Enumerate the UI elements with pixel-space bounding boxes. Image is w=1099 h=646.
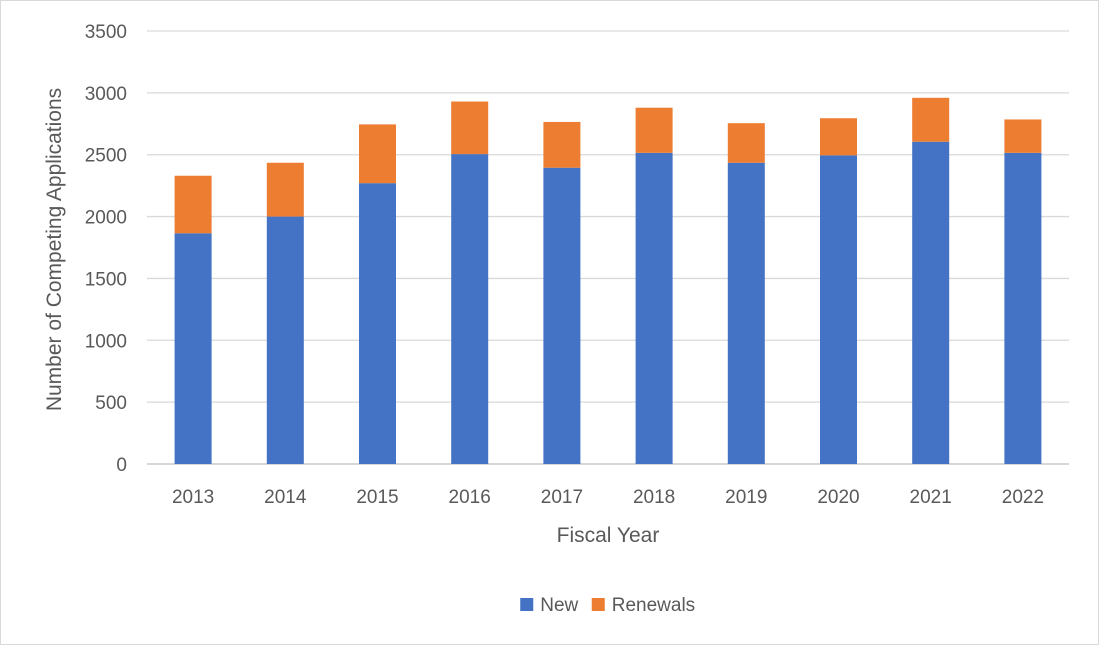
y-axis-title: Number of Competing Applications: [43, 88, 66, 411]
x-tick-label: 2022: [1002, 487, 1044, 508]
bar-renewals-2014: [266, 162, 304, 217]
bar-renewals-2019: [727, 123, 765, 163]
bar-renewals-2016: [451, 101, 489, 155]
bar-renewals-2013: [174, 175, 212, 234]
bar-new-2021: [912, 141, 950, 464]
bar-renewals-2017: [543, 121, 581, 168]
bar-new-2022: [1004, 152, 1042, 464]
y-tick-label: 3500: [85, 22, 127, 43]
y-tick-label: 3000: [85, 84, 127, 105]
x-axis-ticks: 2013 2014 2015 2016 2017 2018 2019 2020 2021 2022: [172, 487, 1044, 508]
bar-renewals-2022: [1004, 119, 1042, 153]
y-tick-label: 2000: [85, 208, 127, 229]
y-axis-ticks: 0 500 1000 1500 2000 2500 3000 3500: [85, 22, 127, 476]
y-tick-label: 0: [116, 455, 127, 476]
legend-label-new: New: [540, 595, 578, 616]
bar-renewals-2021: [912, 97, 950, 142]
bar-new-2020: [820, 155, 857, 464]
bar-new-2013: [174, 233, 212, 464]
legend-label-renewals: Renewals: [612, 595, 695, 616]
y-tick-label: 2500: [85, 146, 127, 167]
bar-new-2015: [359, 183, 396, 464]
x-tick-label: 2014: [264, 487, 307, 508]
x-tick-label: 2020: [817, 487, 859, 508]
legend-swatch-renewals: [591, 598, 605, 611]
bar-new-2018: [635, 152, 673, 464]
x-tick-label: 2015: [356, 487, 398, 508]
x-tick-label: 2018: [633, 487, 675, 508]
x-axis-title: Fiscal Year: [557, 524, 660, 547]
bar-renewals-2020: [820, 118, 857, 156]
x-tick-label: 2019: [725, 487, 767, 508]
bar-renewals-2018: [635, 107, 673, 153]
legend-swatch-new: [520, 598, 534, 611]
x-tick-label: 2016: [449, 487, 491, 508]
x-tick-label: 2017: [541, 487, 583, 508]
bar-new-2017: [543, 167, 581, 464]
y-tick-label: 1000: [85, 331, 127, 352]
bar-new-2016: [451, 154, 489, 465]
bar-new-2019: [727, 162, 765, 464]
y-tick-label: 1500: [85, 269, 127, 290]
bar-renewals-2015: [359, 124, 396, 184]
bar-new-2014: [266, 216, 304, 464]
x-tick-label: 2013: [172, 487, 214, 508]
y-tick-label: 500: [95, 393, 127, 414]
x-tick-label: 2021: [910, 487, 952, 508]
legend: New Renewals: [520, 595, 695, 616]
bars: [174, 97, 1042, 465]
